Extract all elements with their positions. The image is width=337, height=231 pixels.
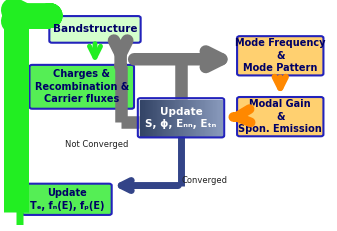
Bar — [175, 100, 176, 136]
Bar — [206, 100, 207, 136]
Bar — [144, 100, 145, 136]
Bar — [198, 100, 199, 136]
Text: Update
S, ϕ, Eₙₙ, Eₜₙ: Update S, ϕ, Eₙₙ, Eₜₙ — [145, 106, 217, 129]
Bar — [177, 100, 178, 136]
Bar — [165, 100, 166, 136]
Bar — [169, 100, 170, 136]
Bar — [186, 100, 187, 136]
Bar — [154, 100, 155, 136]
Bar — [176, 100, 177, 136]
Bar — [212, 100, 213, 136]
Bar — [164, 100, 165, 136]
Bar — [214, 100, 215, 136]
Bar — [163, 100, 164, 136]
Bar — [217, 100, 218, 136]
Bar — [156, 100, 157, 136]
Text: Update
Tₑ, fₙ(E), fₚ(E): Update Tₑ, fₙ(E), fₚ(E) — [30, 188, 104, 210]
Bar — [219, 100, 220, 136]
Bar — [147, 100, 148, 136]
FancyBboxPatch shape — [22, 184, 112, 215]
Bar — [183, 100, 184, 136]
Text: Charges &
Recombination &
Carrier fluxes: Charges & Recombination & Carrier fluxes — [35, 69, 129, 104]
Bar — [188, 100, 189, 136]
Bar — [167, 100, 168, 136]
Bar — [204, 100, 205, 136]
FancyBboxPatch shape — [49, 16, 141, 43]
Bar — [209, 100, 210, 136]
FancyBboxPatch shape — [237, 97, 324, 136]
Bar — [205, 100, 206, 136]
Bar — [153, 100, 154, 136]
Bar — [178, 100, 179, 136]
Bar — [216, 100, 217, 136]
Bar — [208, 100, 209, 136]
Bar — [196, 100, 197, 136]
Bar — [172, 100, 173, 136]
Bar — [181, 100, 182, 136]
Text: Bandstructure: Bandstructure — [53, 24, 137, 34]
Bar — [207, 100, 208, 136]
Bar — [192, 100, 193, 136]
FancyBboxPatch shape — [29, 65, 134, 109]
Bar — [161, 100, 162, 136]
Bar — [179, 100, 180, 136]
Bar — [201, 100, 202, 136]
Bar — [148, 100, 149, 136]
Bar — [189, 100, 190, 136]
Bar — [168, 100, 169, 136]
Bar — [166, 100, 167, 136]
Bar — [143, 100, 144, 136]
Bar — [213, 100, 214, 136]
Text: Modal Gain
&
Spon. Emission: Modal Gain & Spon. Emission — [238, 99, 322, 134]
Bar — [158, 100, 159, 136]
Bar — [157, 100, 158, 136]
FancyBboxPatch shape — [237, 36, 324, 76]
Bar — [195, 100, 196, 136]
Bar — [141, 100, 142, 136]
Text: Converged: Converged — [181, 176, 227, 185]
Bar — [146, 100, 147, 136]
Bar — [171, 100, 172, 136]
Bar — [184, 100, 185, 136]
Bar — [149, 100, 150, 136]
Bar — [159, 100, 160, 136]
Text: Not Converged: Not Converged — [65, 140, 128, 149]
Bar — [187, 100, 188, 136]
Bar — [211, 100, 212, 136]
Bar — [173, 100, 174, 136]
Bar — [142, 100, 143, 136]
Bar — [215, 100, 216, 136]
Bar — [197, 100, 198, 136]
Bar — [170, 100, 171, 136]
Bar — [180, 100, 181, 136]
Bar — [210, 100, 211, 136]
Bar — [162, 100, 163, 136]
Bar — [191, 100, 192, 136]
Bar — [199, 100, 200, 136]
Bar — [193, 100, 194, 136]
Bar — [203, 100, 204, 136]
Bar — [155, 100, 156, 136]
Bar — [200, 100, 201, 136]
Bar — [194, 100, 195, 136]
Bar — [150, 100, 151, 136]
Bar — [220, 100, 221, 136]
Bar — [182, 100, 183, 136]
Bar — [190, 100, 191, 136]
Bar — [174, 100, 175, 136]
Bar — [218, 100, 219, 136]
Bar — [151, 100, 152, 136]
Bar — [160, 100, 161, 136]
Bar — [185, 100, 186, 136]
Bar — [152, 100, 153, 136]
Bar — [202, 100, 203, 136]
Text: Mode Frequency
&
Mode Pattern: Mode Frequency & Mode Pattern — [235, 38, 326, 73]
Bar — [145, 100, 146, 136]
